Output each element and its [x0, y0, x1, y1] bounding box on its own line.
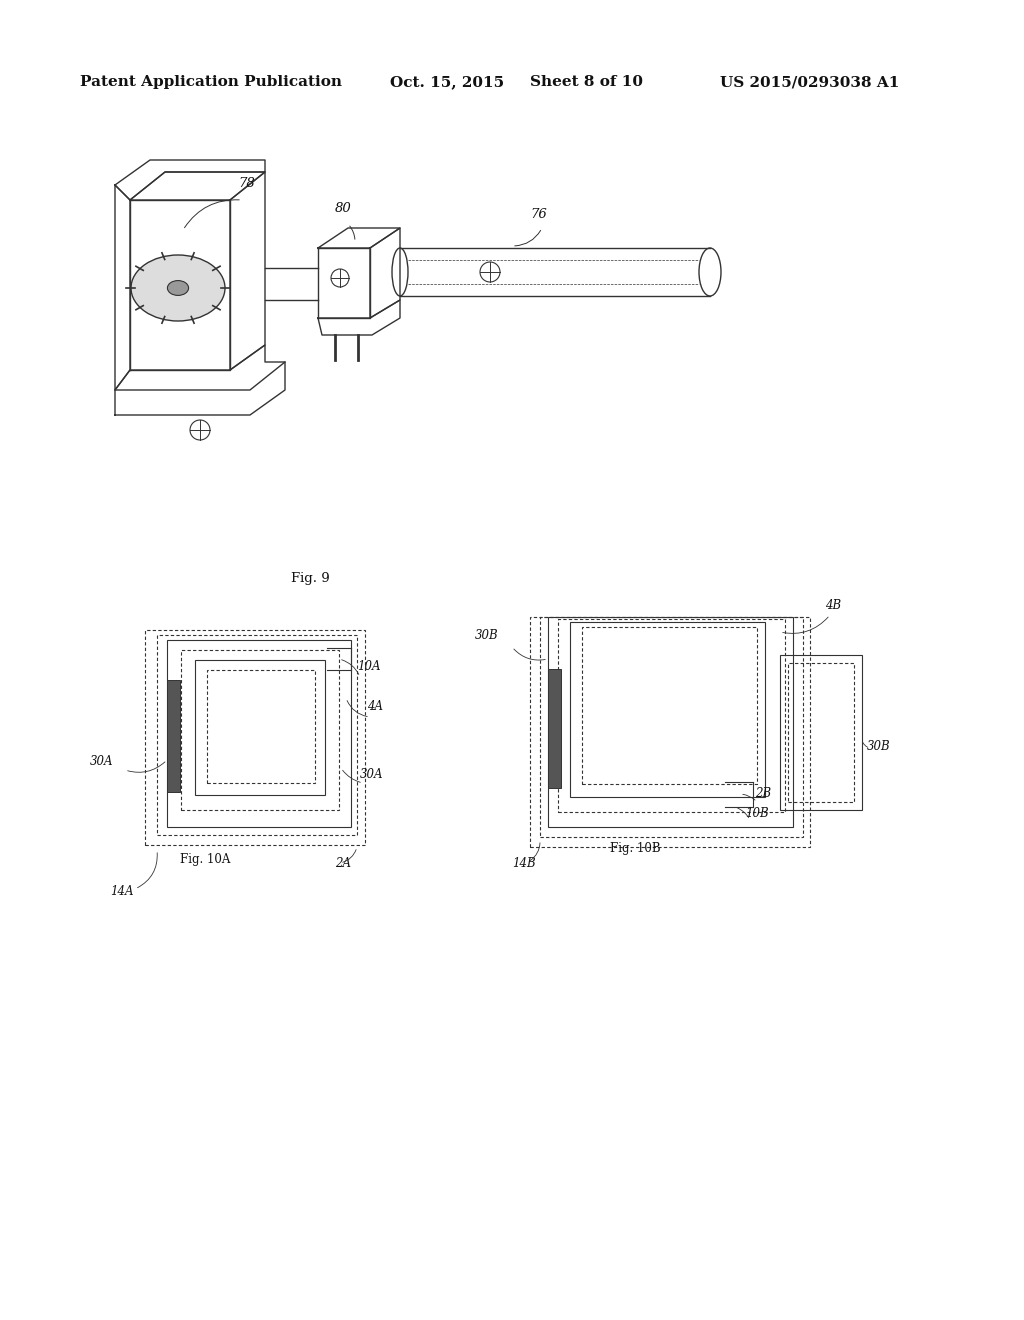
- Text: 4B: 4B: [825, 599, 841, 612]
- Text: 10A: 10A: [357, 660, 381, 673]
- Text: 80: 80: [335, 202, 352, 215]
- Text: 30A: 30A: [360, 768, 384, 781]
- Text: 30B: 30B: [867, 741, 891, 752]
- Text: Fig. 9: Fig. 9: [291, 572, 330, 585]
- Bar: [548, 669, 561, 788]
- Circle shape: [331, 269, 349, 286]
- Ellipse shape: [168, 281, 188, 296]
- Bar: [540, 616, 803, 837]
- Text: Patent Application Publication: Patent Application Publication: [80, 75, 342, 88]
- Text: 30A: 30A: [90, 755, 114, 768]
- Text: 30B: 30B: [475, 630, 499, 642]
- Text: Oct. 15, 2015: Oct. 15, 2015: [390, 75, 504, 88]
- Text: 2B: 2B: [755, 787, 771, 800]
- Text: 10B: 10B: [745, 807, 769, 820]
- Bar: [157, 635, 357, 836]
- Bar: [195, 660, 325, 795]
- Bar: [548, 616, 793, 828]
- Text: 4A: 4A: [367, 700, 383, 713]
- Bar: [181, 649, 339, 810]
- Bar: [530, 616, 810, 847]
- Circle shape: [480, 261, 500, 282]
- Bar: [780, 655, 862, 810]
- Text: 2A: 2A: [335, 857, 351, 870]
- Text: 76: 76: [530, 209, 547, 220]
- Text: 14B: 14B: [512, 857, 536, 870]
- Text: Sheet 8 of 10: Sheet 8 of 10: [530, 75, 643, 88]
- Text: Fig. 10A: Fig. 10A: [180, 853, 230, 866]
- Text: Fig. 10B: Fig. 10B: [610, 842, 660, 855]
- Bar: [582, 627, 757, 784]
- Bar: [570, 622, 765, 797]
- Bar: [788, 663, 854, 803]
- Text: 14A: 14A: [110, 884, 133, 898]
- Bar: [145, 630, 365, 845]
- Bar: [558, 619, 785, 812]
- Bar: [207, 671, 315, 783]
- Bar: [167, 640, 351, 828]
- Ellipse shape: [131, 255, 225, 321]
- Text: 78: 78: [238, 177, 255, 190]
- Text: US 2015/0293038 A1: US 2015/0293038 A1: [720, 75, 899, 88]
- Bar: [167, 680, 180, 792]
